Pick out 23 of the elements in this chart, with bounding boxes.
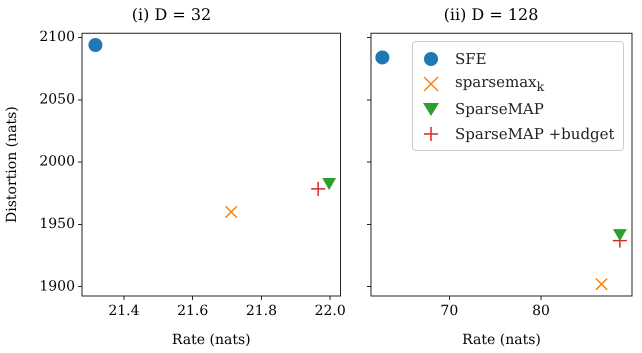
x-axis-title: Rate (nats) <box>462 332 541 348</box>
x-tick-label: 21.4 <box>108 303 140 320</box>
x-tick-label: 70 <box>440 303 458 320</box>
x-tick-label: 22.0 <box>314 303 346 320</box>
point <box>310 181 326 197</box>
legend-label: SFE <box>455 50 487 68</box>
y-axis-title: Distortion (nats) <box>4 106 20 223</box>
chart-title: (ii) D = 128 <box>444 4 538 24</box>
x-tick-label: 21.8 <box>246 303 278 320</box>
x-axis-title: Rate (nats) <box>172 332 251 348</box>
point <box>224 206 238 218</box>
legend-label: SparseMAP +budget <box>455 124 615 143</box>
legend-label: SparseMAP <box>455 100 544 118</box>
y-tick-label: 2050 <box>39 91 75 108</box>
point <box>88 38 102 52</box>
x-tick-label: 21.6 <box>177 303 208 320</box>
chart-title: (i) D = 32 <box>132 4 212 24</box>
y-tick-label: 2000 <box>39 154 75 170</box>
x-tick-label: 80 <box>532 303 550 320</box>
legend-label: sparsemax$_{k}$ <box>455 73 544 94</box>
y-tick-label: 1900 <box>39 278 75 294</box>
y-tick-label: 2100 <box>39 29 75 46</box>
y-tick-label: 1950 <box>39 216 75 232</box>
